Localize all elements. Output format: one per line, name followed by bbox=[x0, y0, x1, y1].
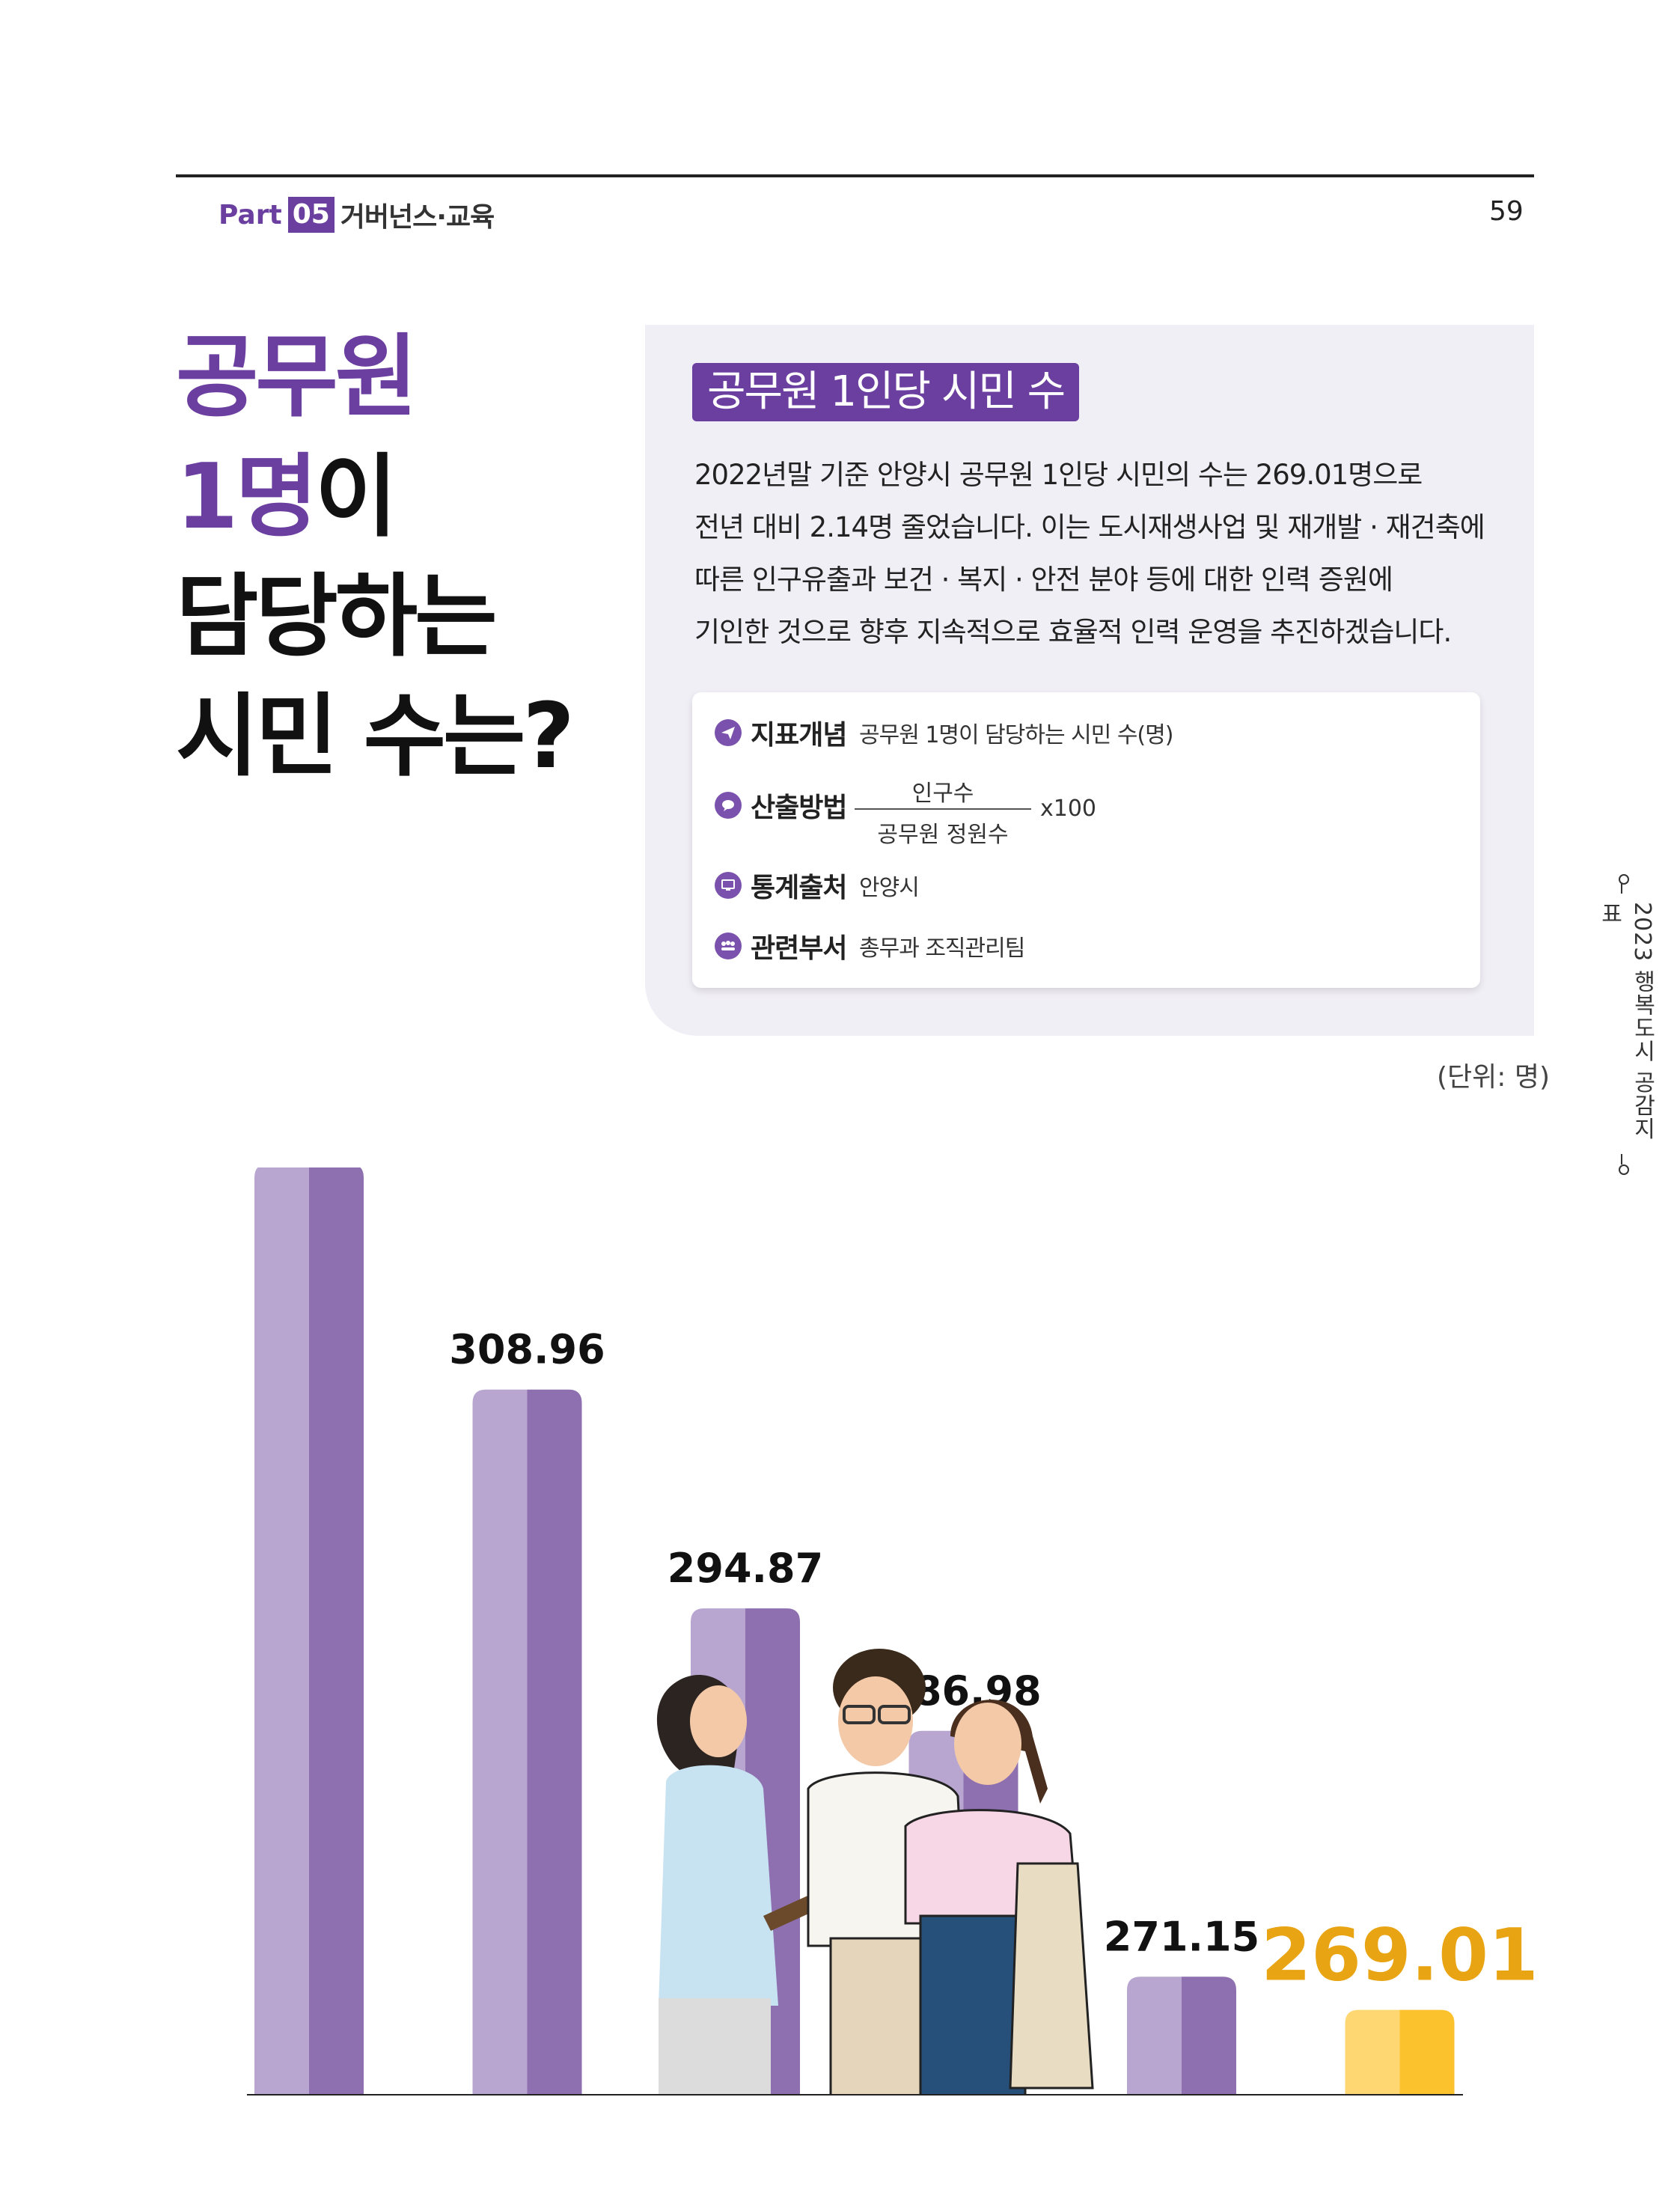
bar-2018 bbox=[472, 1389, 582, 2095]
description: 2022년말 기준 안양시 공무원 1인당 시민의 수는 269.01명으로 전… bbox=[694, 449, 1488, 659]
formula: 인구수 공무원 정원수 x100 bbox=[855, 775, 1096, 848]
publication-label: 2023 행복도시 공감지표 bbox=[1596, 902, 1655, 1141]
data-label-2022: 269.01 bbox=[1261, 1914, 1538, 1997]
formula-denominator: 공무원 정원수 bbox=[877, 822, 1009, 848]
bar-dark-half bbox=[527, 1389, 582, 2095]
unit-label: (단위: 명) bbox=[1437, 1062, 1551, 1093]
method-label: 산출방법 bbox=[751, 793, 847, 823]
bar-2017 bbox=[254, 1167, 364, 2095]
hero-line-4: 시민 수는? bbox=[176, 685, 575, 789]
illustration-pants-3 bbox=[919, 1914, 1027, 2095]
hero-title: 공무원 1명이 담당하는 시민 수는? bbox=[176, 318, 575, 797]
dept-value: 총무과 조직관리팀 bbox=[859, 935, 1025, 962]
bar-dark-half bbox=[1182, 1977, 1236, 2095]
formula-numerator: 인구수 bbox=[911, 781, 974, 807]
data-label-2021: 271.15 bbox=[1104, 1913, 1259, 1960]
data-label-2018: 308.96 bbox=[449, 1326, 605, 1373]
concept-row: 지표개념 공무원 1명이 담당하는 시민 수(명) bbox=[715, 713, 1173, 752]
hero-line-1: 공무원 bbox=[176, 326, 418, 430]
part-number: 05 bbox=[287, 197, 335, 233]
side-marker-line-top bbox=[1621, 883, 1622, 894]
section-title: 공무원 1인당 시민 수 bbox=[692, 363, 1080, 421]
source-value: 안양시 bbox=[859, 875, 920, 901]
concept-label: 지표개념 bbox=[751, 720, 847, 751]
formula-multiplier: x100 bbox=[1040, 796, 1097, 822]
bar-2021 bbox=[1127, 1977, 1236, 2095]
side-marker-bottom bbox=[1619, 1164, 1629, 1175]
dept-row: 관련부서 총무과 조직관리팀 bbox=[715, 927, 1025, 965]
illustration-glasses-right bbox=[878, 1705, 911, 1724]
data-label-2019: 294.87 bbox=[668, 1545, 823, 1592]
part-title: 거버넌스·교육 bbox=[340, 202, 495, 233]
header-rule bbox=[176, 174, 1534, 177]
side-marker-line-bottom bbox=[1621, 1154, 1622, 1164]
illustration-face-3 bbox=[954, 1703, 1021, 1785]
description-line: 2022년말 기준 안양시 공무원 1인당 시민의 수는 269.01명으로 bbox=[694, 459, 1423, 491]
bar-light-half bbox=[1345, 2009, 1400, 2095]
illustration-tote-bag bbox=[1009, 1862, 1094, 2090]
part-word: Part bbox=[219, 199, 282, 231]
illustration-pants-1 bbox=[659, 1998, 771, 2095]
description-line: 따른 인구유출과 보건 · 복지 · 안전 분야 등에 대한 인력 증원에 bbox=[694, 564, 1393, 596]
people-illustration bbox=[656, 1649, 1094, 2095]
source-row: 통계출처 안양시 bbox=[715, 866, 920, 905]
part-header: Part 05 거버넌스·교육 bbox=[219, 196, 495, 233]
hero-line-3: 담당하는 bbox=[176, 565, 498, 669]
dept-label: 관련부서 bbox=[751, 933, 847, 964]
illustration-face-2 bbox=[838, 1676, 913, 1766]
bar-dark-half bbox=[1399, 2009, 1455, 2095]
monitor-icon bbox=[715, 872, 742, 899]
bar-light-half bbox=[472, 1389, 528, 2095]
side-marker-top bbox=[1619, 874, 1629, 885]
illustration-glasses-left bbox=[843, 1705, 876, 1724]
description-line: 기인한 것으로 향후 지속적으로 효율적 인력 운영을 추진하겠습니다. bbox=[694, 616, 1452, 648]
illustration-face-1 bbox=[690, 1685, 747, 1757]
bar-light-half bbox=[1127, 1977, 1182, 2095]
chat-icon bbox=[715, 792, 742, 819]
formula-fraction-bar bbox=[855, 808, 1031, 810]
method-row: 산출방법 bbox=[715, 786, 859, 825]
description-line: 전년 대비 2.14명 줄었습니다. 이는 도시재생사업 및 재개발 · 재건축… bbox=[694, 511, 1485, 543]
bar-light-half bbox=[254, 1167, 309, 2095]
source-label: 통계출처 bbox=[751, 873, 847, 903]
paper-plane-icon bbox=[715, 719, 742, 746]
hero-line-2-rest: 이 bbox=[314, 445, 397, 549]
page-number: 59 bbox=[1489, 196, 1524, 227]
hero-line-2-highlight: 1명 bbox=[176, 445, 318, 549]
indicator-info-box: 지표개념 공무원 1명이 담당하는 시민 수(명) 산출방법 인구수 공무원 정… bbox=[692, 692, 1480, 988]
illustration-shirt-1 bbox=[659, 1765, 778, 2006]
people-icon bbox=[715, 932, 742, 959]
bar-2022 bbox=[1345, 2009, 1455, 2095]
bar-dark-half bbox=[309, 1167, 364, 2095]
concept-value: 공무원 1명이 담당하는 시민 수(명) bbox=[859, 722, 1173, 748]
